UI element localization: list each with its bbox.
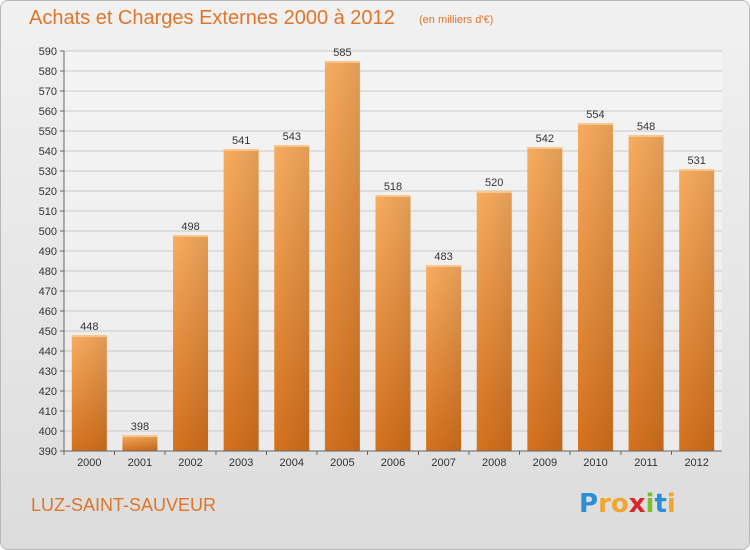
bar-top-2001 (122, 435, 158, 437)
value-label-2000: 448 (80, 321, 98, 333)
x-tick-label-2001: 2001 (128, 457, 152, 469)
y-tick-label: 490 (39, 246, 57, 258)
x-tick-label-2012: 2012 (684, 457, 708, 469)
y-tick-label: 480 (39, 266, 57, 278)
chart-subtitle: (en milliers d'€) (419, 14, 494, 26)
x-tick-label-2006: 2006 (381, 457, 405, 469)
x-tick-label-2002: 2002 (178, 457, 202, 469)
y-tick-label: 560 (39, 106, 57, 118)
bar-top-2008 (476, 191, 512, 193)
x-tick-label-2011: 2011 (634, 457, 658, 469)
bar-top-2005 (324, 61, 360, 63)
bar-top-2000 (71, 335, 107, 337)
logo-letter: i (666, 489, 676, 519)
y-tick-label: 530 (39, 166, 57, 178)
value-label-2009: 542 (536, 133, 554, 145)
bar-shade-2009 (527, 147, 563, 451)
bar-top-2004 (274, 145, 310, 147)
y-tick-label: 590 (39, 46, 57, 58)
y-tick-label: 580 (39, 66, 57, 78)
y-tick-label: 420 (39, 386, 57, 398)
value-label-2004: 543 (283, 131, 301, 143)
chart-title: Achats et Charges Externes 2000 à 2012 (29, 7, 395, 29)
bar-top-2009 (527, 147, 563, 149)
x-tick-label-2005: 2005 (330, 457, 354, 469)
y-tick-label: 450 (39, 326, 57, 338)
value-label-2010: 554 (586, 109, 604, 121)
proxiti-logo: Proxiti (579, 489, 676, 519)
value-label-2001: 398 (131, 421, 149, 433)
bar-top-2003 (223, 149, 259, 151)
value-label-2003: 541 (232, 135, 250, 147)
bar-top-2002 (173, 235, 209, 237)
y-tick-label: 570 (39, 86, 57, 98)
y-tick-label: 470 (39, 286, 57, 298)
logo-letter: i (645, 489, 655, 519)
bar-shade-2000 (71, 335, 107, 451)
y-tick-label: 410 (39, 406, 57, 418)
bar-top-2012 (679, 169, 715, 171)
x-tick-label-2000: 2000 (77, 457, 101, 469)
value-label-2006: 518 (384, 181, 402, 193)
bar-shade-2011 (628, 135, 664, 451)
value-label-2012: 531 (688, 155, 706, 167)
y-tick-label: 510 (39, 206, 57, 218)
bar-shade-2004 (274, 145, 310, 451)
x-tick-label-2003: 2003 (229, 457, 253, 469)
value-label-2002: 498 (181, 221, 199, 233)
bars (71, 61, 715, 451)
bar-shade-2008 (476, 191, 512, 451)
bar-shade-2010 (577, 123, 613, 451)
y-axis-ticks: 390 400 410 420 430 440 450 460 470 480 490 500 510 5… (39, 46, 64, 458)
x-tick-label-2008: 2008 (482, 457, 506, 469)
value-label-2011: 548 (637, 121, 655, 133)
bar-shade-2006 (375, 195, 411, 451)
value-label-2005: 585 (333, 47, 351, 59)
x-tick-label-2009: 2009 (533, 457, 557, 469)
bar-shade-2005 (324, 61, 360, 451)
y-tick-label: 400 (39, 426, 57, 438)
logo-letter: r (598, 489, 611, 519)
commune-name: LUZ-SAINT-SAUVEUR (31, 495, 217, 515)
y-tick-label: 500 (39, 226, 57, 238)
y-tick-label: 540 (39, 146, 57, 158)
logo-letter: t (654, 489, 667, 519)
value-label-2007: 483 (434, 251, 452, 263)
bar-top-2006 (375, 195, 411, 197)
bar-shade-2002 (173, 235, 209, 451)
y-tick-label: 390 (39, 446, 57, 458)
x-tick-label-2004: 2004 (280, 457, 304, 469)
bar-shade-2001 (122, 435, 158, 451)
bar-top-2011 (628, 135, 664, 137)
x-tick-label-2010: 2010 (583, 457, 607, 469)
bar-shade-2007 (426, 265, 462, 451)
value-label-2008: 520 (485, 177, 503, 189)
value-labels: 448 398 498 541 543 585 518 483 520 542 554 548 531 (80, 47, 706, 433)
y-tick-label: 550 (39, 126, 57, 138)
logo-letter: o (610, 489, 629, 519)
y-tick-label: 440 (39, 346, 57, 358)
y-tick-label: 430 (39, 366, 57, 378)
bar-shade-2012 (679, 169, 715, 451)
logo-letter: x (628, 489, 646, 519)
x-axis-ticks: 2000 2001 2002 2003 2004 2005 2006 2007 2008 2009… (63, 451, 709, 469)
y-tick-label: 460 (39, 306, 57, 318)
x-tick-label-2007: 2007 (431, 457, 455, 469)
bar-top-2007 (426, 265, 462, 267)
bar-shade-2003 (223, 149, 259, 451)
logo-letter: P (579, 489, 599, 519)
y-tick-label: 520 (39, 186, 57, 198)
bar-top-2010 (577, 123, 613, 125)
